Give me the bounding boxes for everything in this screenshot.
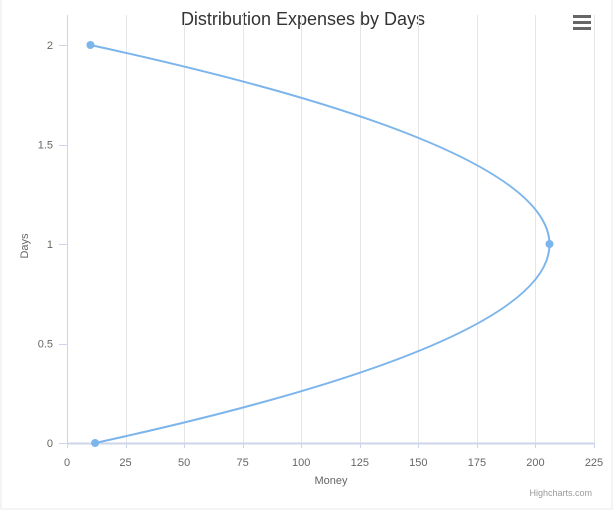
y-tick-label: 0.5 xyxy=(38,339,53,351)
context-menu-button[interactable] xyxy=(569,11,595,33)
x-axis-title: Money xyxy=(314,475,348,487)
x-tick-label: 225 xyxy=(585,457,603,469)
gridlines xyxy=(67,15,595,443)
y-tick-label: 0 xyxy=(47,438,53,450)
credits-link[interactable]: Highcharts.com xyxy=(529,488,592,498)
y-axis-title: Days xyxy=(19,233,31,259)
x-tick-label: 100 xyxy=(292,457,310,469)
series-group xyxy=(86,41,554,447)
y-tick-label: 1 xyxy=(47,239,53,251)
x-tick-label: 50 xyxy=(178,457,190,469)
data-point[interactable] xyxy=(86,41,95,49)
x-tick-label: 125 xyxy=(351,457,369,469)
series-line xyxy=(90,44,551,444)
hamburger-menu-icon xyxy=(573,15,591,30)
x-tick-label: 175 xyxy=(468,457,486,469)
chart-title: Distribution Expenses by Days xyxy=(181,9,425,29)
y-tick-label: 1.5 xyxy=(38,140,53,152)
axes: 0 25 50 75 100 125 150 175 200 225 0 0.5 1 1.5 2 xyxy=(38,15,603,469)
x-tick-label: 75 xyxy=(237,457,249,469)
data-point[interactable] xyxy=(91,439,100,447)
x-tick-label: 25 xyxy=(119,457,131,469)
x-tick-label: 0 xyxy=(64,457,70,469)
x-tick-label: 200 xyxy=(526,457,544,469)
credits-text: Highcharts.com xyxy=(529,488,592,498)
x-tick-label: 150 xyxy=(409,457,427,469)
y-tick-label: 2 xyxy=(47,40,53,52)
data-point[interactable] xyxy=(545,240,554,248)
